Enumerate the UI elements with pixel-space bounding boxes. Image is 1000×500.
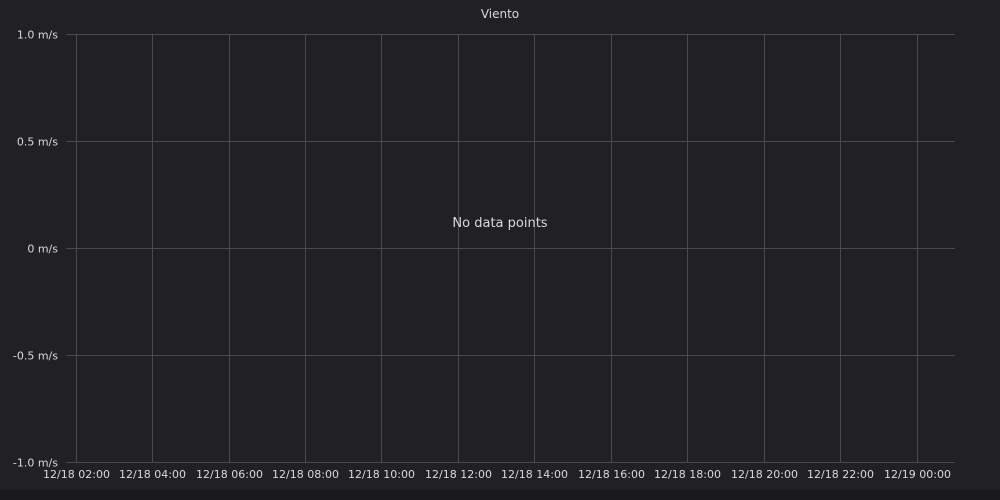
x-grid xyxy=(76,34,918,462)
x-tick-label: 12/18 22:00 xyxy=(807,468,874,481)
x-tick-label: 12/18 16:00 xyxy=(578,468,645,481)
x-tick-label: 12/18 12:00 xyxy=(425,468,492,481)
x-tick-label: 12/18 20:00 xyxy=(731,468,798,481)
y-grid xyxy=(66,34,955,463)
y-tick-label: -1.0 m/s xyxy=(13,457,58,470)
y-tick-label: 1.0 m/s xyxy=(17,29,58,42)
x-tick-label: 12/18 02:00 xyxy=(43,468,110,481)
x-tick-label: 12/18 08:00 xyxy=(272,468,339,481)
x-tick-label: 12/18 18:00 xyxy=(654,468,721,481)
x-tick-label: 12/18 06:00 xyxy=(196,468,263,481)
chart-title[interactable]: Viento xyxy=(480,7,520,21)
y-tick-label: 0.5 m/s xyxy=(17,136,58,149)
no-data-message: No data points xyxy=(452,216,548,231)
y-axis-labels: 1.0 m/s 0.5 m/s 0 m/s -0.5 m/s -1.0 m/s xyxy=(13,29,58,470)
bottom-strip xyxy=(0,490,1000,500)
x-axis-labels: 12/18 02:00 12/18 04:00 12/18 06:00 12/18 0… xyxy=(43,468,951,481)
x-tick-label: 12/19 00:00 xyxy=(884,468,951,481)
x-tick-label: 12/18 04:00 xyxy=(119,468,186,481)
y-tick-label: -0.5 m/s xyxy=(13,350,58,363)
x-tick-label: 12/18 14:00 xyxy=(501,468,568,481)
y-tick-label: 0 m/s xyxy=(27,243,58,256)
x-tick-label: 12/18 10:00 xyxy=(348,468,415,481)
